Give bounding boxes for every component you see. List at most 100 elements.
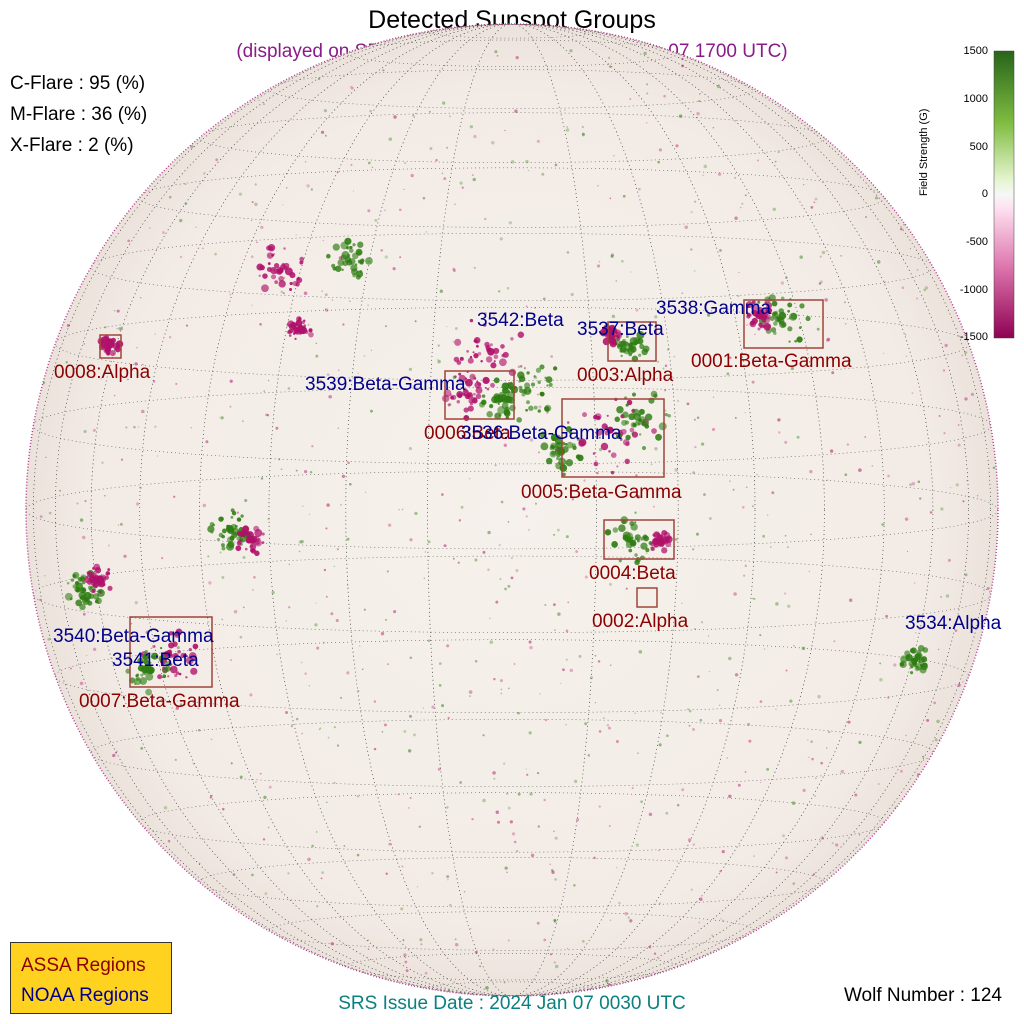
field-speckle [310,188,313,191]
region-box-0002[interactable] [636,587,658,608]
latitude-line [55,639,969,714]
field-patch [88,571,93,576]
field-speckle [242,606,245,609]
field-patch [915,653,921,660]
field-speckle [515,55,519,60]
field-speckle [210,738,213,741]
field-patch [610,452,617,459]
field-speckle [658,957,660,960]
assa-label-0006: 0006:Beta [424,423,511,444]
field-patch [486,411,493,418]
field-speckle [743,574,746,577]
field-patch [757,311,764,318]
field-patch [340,241,349,250]
field-speckle [139,617,141,620]
field-speckle [393,115,397,119]
field-speckle [156,455,159,457]
field-speckle [489,617,491,620]
field-speckle [275,426,279,430]
field-speckle [819,255,822,258]
field-speckle [441,704,445,708]
field-speckle [363,354,366,357]
longitude-line [55,24,969,996]
field-speckle [772,207,776,211]
field-patch [90,579,98,587]
field-patch [454,338,462,346]
field-patch [596,472,599,475]
field-patch [308,331,314,338]
field-patch [274,271,278,275]
latitude-line [33,387,991,465]
field-speckle [179,703,183,706]
region-box-0004[interactable] [603,519,675,560]
field-speckle [507,584,511,588]
field-speckle [846,443,850,446]
field-patch [97,577,101,581]
field-speckle [681,292,684,294]
field-patch [544,406,550,412]
field-speckle [909,483,912,487]
field-speckle [232,873,236,877]
field-patch [289,281,293,286]
region-box-0006[interactable] [444,370,515,420]
field-speckle [744,564,747,567]
field-speckle [484,311,487,315]
field-speckle [554,836,558,840]
field-speckle [640,800,643,804]
field-speckle [943,432,946,435]
field-patch [489,350,492,353]
field-speckle [254,202,258,207]
field-speckle [487,530,491,535]
field-speckle [498,544,501,546]
field-speckle [79,518,84,522]
field-patch [518,375,526,383]
region-box-0005[interactable] [561,398,665,478]
field-speckle [384,325,387,328]
field-speckle [97,585,100,588]
field-patch [501,382,510,390]
region-box-0001[interactable] [743,299,824,349]
field-patch [469,355,473,359]
field-speckle [221,575,225,579]
field-speckle [554,878,557,881]
field-speckle [529,645,533,650]
field-speckle [923,288,927,292]
region-box-0003[interactable] [607,321,657,362]
field-patch [157,674,163,680]
field-speckle [316,646,320,650]
field-patch [577,454,584,462]
field-speckle [516,850,519,853]
field-speckle [826,338,830,342]
field-patch [160,646,163,650]
field-speckle [556,528,560,532]
field-patch [638,353,642,357]
field-speckle [553,830,555,833]
field-patch [561,446,569,453]
field-patch [643,535,650,542]
field-patch [165,660,172,667]
region-box-0008[interactable] [99,334,122,359]
field-patch [278,275,285,282]
field-speckle [610,254,614,258]
field-patch [665,541,672,548]
field-speckle [554,163,558,167]
field-speckle [510,160,515,164]
field-patch [190,667,198,675]
field-speckle [945,594,950,598]
field-speckle [609,582,612,586]
field-speckle [716,354,718,357]
field-speckle [120,458,124,461]
field-speckle [905,355,908,357]
field-patch [600,442,609,451]
field-patch [218,516,224,522]
region-box-0007[interactable] [129,616,213,688]
field-patch [533,405,538,410]
field-patch [142,670,147,676]
field-patch [773,321,778,326]
field-speckle [251,304,253,306]
field-patch [530,382,536,387]
field-patch [640,536,645,541]
field-speckle [584,575,588,579]
field-speckle [298,550,301,553]
field-speckle [992,466,996,470]
